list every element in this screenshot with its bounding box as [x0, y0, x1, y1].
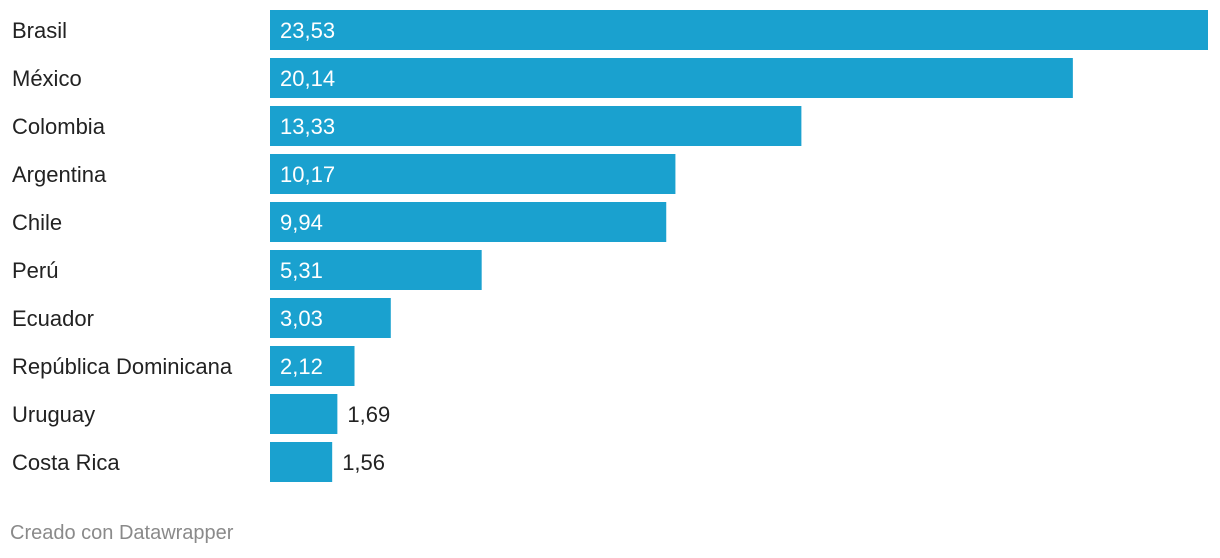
bar [270, 250, 482, 290]
bar [270, 394, 338, 434]
value-label: 13,33 [280, 114, 335, 139]
value-label: 5,31 [280, 258, 323, 283]
category-label: Costa Rica [12, 450, 120, 475]
bar-chart: Brasil 23,53 México 20,14 Colombia 13,33 Argen… [12, 10, 1208, 482]
bar [270, 442, 333, 482]
value-label: 1,56 [342, 450, 385, 475]
datawrapper-credit: Creado con Datawrapper [10, 522, 234, 544]
bar [270, 346, 355, 386]
bar [270, 154, 676, 194]
category-label: República Dominicana [12, 354, 233, 379]
bar [270, 10, 1208, 50]
category-label: Chile [12, 210, 62, 235]
bar [270, 58, 1073, 98]
category-label: Colombia [12, 114, 106, 139]
value-label: 3,03 [280, 306, 323, 331]
value-label: 1,69 [347, 402, 390, 427]
bar [270, 298, 391, 338]
bar [270, 106, 802, 146]
value-label: 23,53 [280, 18, 335, 43]
value-label: 20,14 [280, 66, 335, 91]
category-label: Ecuador [12, 306, 94, 331]
category-label: Uruguay [12, 402, 95, 427]
category-label: Argentina [12, 162, 107, 187]
category-label: México [12, 66, 82, 91]
value-label: 10,17 [280, 162, 335, 187]
value-label: 9,94 [280, 210, 323, 235]
category-label: Perú [12, 258, 58, 283]
category-label: Brasil [12, 18, 67, 43]
bar [270, 202, 667, 242]
value-label: 2,12 [280, 354, 323, 379]
